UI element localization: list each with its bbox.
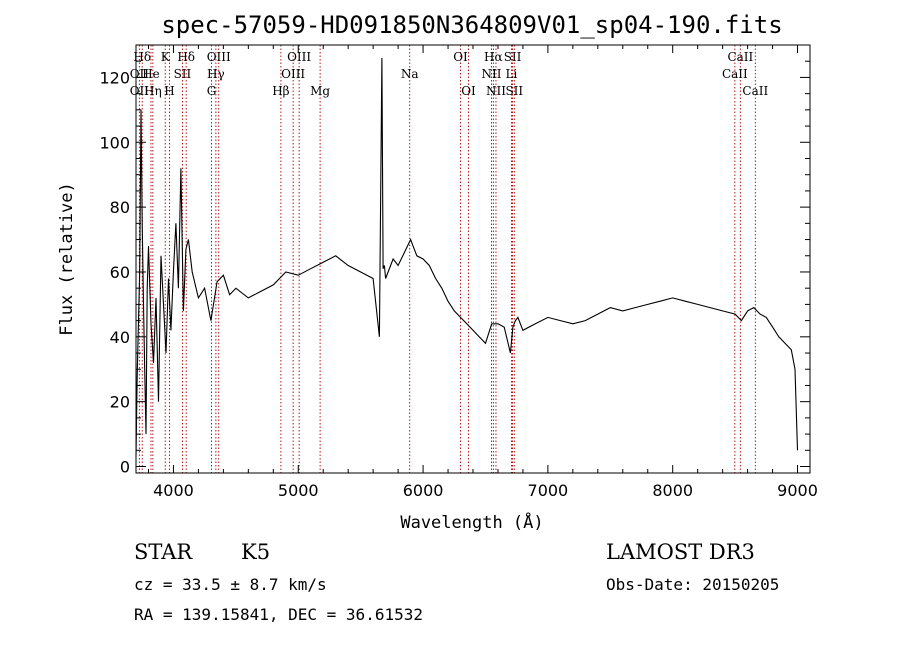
marker-label: He	[142, 67, 160, 81]
x-tick-label: 7000	[528, 481, 569, 500]
marker-label: NII	[481, 67, 501, 81]
y-axis: 0 20 40 60 80 100 120	[99, 60, 810, 477]
y-tick-label: 120	[99, 68, 130, 87]
marker-label: OIII	[281, 67, 305, 81]
x-tick-label: 4000	[153, 481, 194, 500]
spectrum-line	[135, 57, 799, 457]
marker-label: Li	[506, 67, 518, 81]
x-tick-label: 9000	[777, 481, 818, 500]
x-tick-label: 8000	[652, 481, 693, 500]
marker-label: H	[164, 84, 174, 98]
marker-label: OII	[130, 84, 150, 98]
x-axis-label: Wavelength (Å)	[400, 511, 543, 533]
marker-label: CaII	[727, 50, 753, 64]
object-subclass: K5	[241, 540, 270, 564]
marker-label: SII	[174, 67, 192, 81]
marker-label: CaII	[722, 67, 748, 81]
marker-label: CaII	[742, 84, 768, 98]
marker-label: SII	[505, 84, 523, 98]
marker-label: Hα	[484, 50, 503, 64]
marker-label: NII	[486, 84, 506, 98]
marker-label: SII	[504, 50, 522, 64]
y-tick-label: 40	[110, 328, 130, 347]
object-class: STAR	[134, 540, 193, 564]
marker-label: Hη	[144, 84, 162, 98]
marker-label: K	[161, 50, 171, 64]
y-axis-label: Flux (relative)	[57, 182, 77, 336]
observation-date: Obs-Date: 20150205	[606, 575, 779, 594]
redshift-readout: cz = 33.5 ± 8.7 km/s	[134, 575, 327, 594]
marker-label: Hδ	[177, 50, 195, 64]
plot-frame	[135, 44, 811, 474]
y-tick-label: 0	[120, 458, 130, 477]
x-tick-label: 5000	[278, 481, 319, 500]
y-tick-label: 60	[110, 263, 130, 282]
survey-name: LAMOST DR3	[606, 540, 755, 564]
marker-label: OI	[453, 50, 468, 64]
y-tick-label: 80	[110, 198, 130, 217]
marker-label: OIII	[207, 50, 231, 64]
y-tick-label: 20	[110, 393, 130, 412]
marker-label: Mg	[310, 84, 330, 98]
marker-label: G	[207, 84, 217, 98]
x-tick-label: 6000	[403, 481, 444, 500]
marker-label: Hγ	[207, 67, 225, 81]
coordinates-readout: RA = 139.15841, DEC = 36.61532	[134, 605, 423, 624]
marker-label: Hδ	[133, 50, 151, 64]
marker-label: OI	[461, 84, 476, 98]
marker-label: OIII	[287, 50, 311, 64]
y-tick-label: 100	[99, 133, 130, 152]
chart-title: spec-57059-HD091850N364809V01_sp04-190.f…	[161, 11, 782, 39]
marker-label: Na	[401, 67, 419, 81]
marker-label: Hβ	[272, 84, 289, 98]
x-axis: 4000 5000 6000 7000 8000 9000	[147, 45, 818, 500]
spectral-line-markers	[138, 45, 756, 473]
